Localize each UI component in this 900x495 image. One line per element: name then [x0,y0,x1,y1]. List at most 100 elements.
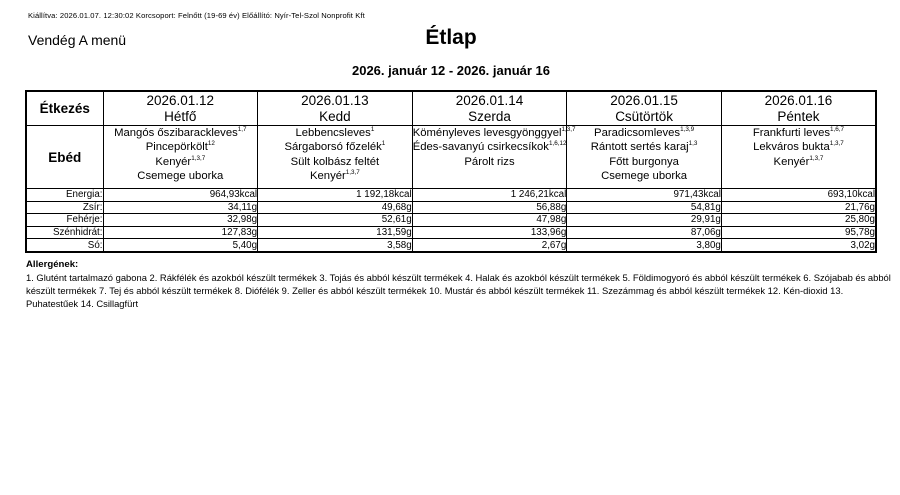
nutrition-value: 49,68g [257,200,413,215]
nutrition-value: 25,80g [720,213,877,227]
menu-items-friday: Frankfurti leves1,6,7 Lekváros bukta1,3,7… [720,125,877,189]
nutrition-label: Energia: [25,188,104,202]
nutrition-value: 21,76g [720,200,877,215]
nutrition-label: Fehérje: [25,213,104,227]
day-date: 2026.01.15 [610,92,678,108]
allergens-title: Allergének: [26,258,79,270]
day-header-wednesday: 2026.01.14 Szerda [411,90,568,126]
document-meta: Kiállítva: 2026.01.07. 12:30:02 Korcsopo… [28,11,365,20]
day-header-friday: 2026.01.16 Péntek [720,90,877,126]
meal-row: Ebéd Mangós őszibarackleves1,7 Pincepörkö… [25,125,877,189]
menu-item: Sárgaborsó főzelék1 [284,140,386,154]
day-header-tuesday: 2026.01.13 Kedd [257,90,413,126]
nutrition-value: 87,06g [566,225,722,240]
allergen-numbers: 1,3 [688,140,698,148]
nutrition-value: 29,91g [566,213,722,227]
menu-item: Pincepörkölt12 [145,140,215,154]
day-date: 2026.01.16 [764,92,833,108]
menu-item: Mangós őszibarackleves1,7 [114,126,247,139]
allergen-numbers: 1,7 [237,126,247,134]
day-weekday: Csütörtök [615,108,673,124]
menu-item: Csemege uborka [137,170,224,183]
day-weekday: Péntek [777,108,820,124]
nutrition-row-fat: Zsír: 34,11g 49,68g 56,88g 54,81g 21,76g [25,200,877,215]
allergen-numbers: 12 [207,140,215,148]
day-weekday: Hétfő [164,108,197,124]
nutrition-value: 3,58g [257,238,413,253]
menu-items-tuesday: Lebbencsleves1 Sárgaborsó főzelék1 Sült ko… [257,125,413,189]
meal-column-header: Étkezés [25,90,104,126]
nutrition-value: 56,88g [411,200,568,215]
day-weekday: Szerda [468,108,511,124]
day-date: 2026.01.14 [455,92,524,108]
nutrition-label: Só: [25,238,104,253]
nutrition-value: 1 246,21kcal [411,188,568,202]
nutrition-value: 131,59g [257,225,413,240]
nutrition-value: 964,93kcal [102,188,259,202]
nutrition-value: 47,98g [411,213,568,227]
nutrition-value: 127,83g [102,225,259,240]
menu-item: Kenyér1,3,7 [773,154,824,168]
menu-item: Rántott sertés karaj1,3 [590,140,698,154]
day-weekday: Kedd [319,108,351,124]
menu-item: Sült kolbász feltét [290,155,380,168]
date-range: 2026. január 12 - 2026. január 16 [351,63,550,78]
allergen-numbers: 1,3,7 [561,126,576,134]
menu-table: Étkezés 2026.01.12 Hétfő 2026.01.13 Kedd… [25,90,877,253]
menu-item: Kenyér1,3,7 [309,169,360,183]
menu-item: Kenyér1,3,7 [155,154,206,168]
menu-item: Párolt rizs [464,155,515,168]
menu-items-wednesday: Köményleves levesgyönggyel1,3,7 Édes-sava… [411,125,576,189]
nutrition-value: 971,43kcal [566,188,722,202]
menu-item: Édes-savanyú csirkecsíkok1,6,12 [412,140,567,154]
nutrition-label: Zsír: [25,200,104,215]
menu-item: Lebbencsleves1 [295,126,375,139]
nutrition-value: 3,80g [566,238,722,253]
day-header-monday: 2026.01.12 Hétfő [102,90,259,126]
meal-label: Ebéd [25,125,104,189]
table-header-row: Étkezés 2026.01.12 Hétfő 2026.01.13 Kedd… [25,90,877,126]
nutrition-row-energy: Energia: 964,93kcal 1 192,18kcal 1 246,2… [25,188,877,202]
nutrition-value: 34,11g [102,200,259,215]
allergens-section: Allergének: 1. Glutént tartalmazó gabona… [26,259,892,311]
nutrition-row-protein: Fehérje: 32,98g 52,61g 47,98g 29,91g 25,… [25,213,877,227]
allergen-numbers: 1 [370,126,375,134]
menu-item: Csemege uborka [601,170,688,183]
title-bar: Vendég A menü Étlap [25,26,877,56]
allergen-numbers: 1,3,7 [809,154,824,162]
nutrition-value: 693,10kcal [720,188,877,202]
day-date: 2026.01.12 [146,92,215,108]
menu-item: Frankfurti leves1,6,7 [752,126,845,139]
allergen-numbers: 1,6,12 [548,140,567,148]
nutrition-label: Szénhidrát: [25,225,104,240]
menu-item: Lekváros bukta1,3,7 [753,140,844,154]
menu-item: Köményleves levesgyönggyel1,3,7 [412,126,576,139]
allergens-text: 1. Glutént tartalmazó gabona 2. Rákfélék… [26,271,891,309]
nutrition-value: 32,98g [102,213,259,227]
menu-name: Vendég A menü [28,32,127,48]
nutrition-row-carbs: Szénhidrát: 127,83g 131,59g 133,96g 87,0… [25,225,877,240]
page-title: Étlap [425,26,477,49]
allergen-numbers: 1,3,7 [345,169,360,177]
menu-item: Főtt burgonya [609,155,679,168]
allergen-numbers: 1,3,7 [191,154,206,162]
allergen-numbers: 1 [381,140,386,148]
allergen-numbers: 1,3,9 [680,126,695,134]
menu-items-thursday: Paradicsomleves1,3,9 Rántott sertés karaj… [566,125,722,189]
nutrition-value: 52,61g [257,213,413,227]
menu-item: Paradicsomleves1,3,9 [594,126,695,139]
nutrition-value: 95,78g [720,225,877,240]
allergen-numbers: 1,6,7 [830,126,845,134]
nutrition-value: 2,67g [411,238,568,253]
allergen-numbers: 1,3,7 [829,140,844,148]
menu-document: Kiállítva: 2026.01.07. 12:30:02 Korcsopo… [25,11,892,311]
nutrition-value: 1 192,18kcal [257,188,413,202]
nutrition-value: 133,96g [411,225,568,240]
nutrition-value: 3,02g [720,238,877,253]
day-header-thursday: 2026.01.15 Csütörtök [566,90,722,126]
day-date: 2026.01.13 [301,92,369,108]
nutrition-row-salt: Só: 5,40g 3,58g 2,67g 3,80g 3,02g [25,238,877,253]
menu-items-monday: Mangós őszibarackleves1,7 Pincepörkölt12 K… [102,125,259,189]
nutrition-value: 54,81g [566,200,722,215]
nutrition-value: 5,40g [102,238,259,253]
